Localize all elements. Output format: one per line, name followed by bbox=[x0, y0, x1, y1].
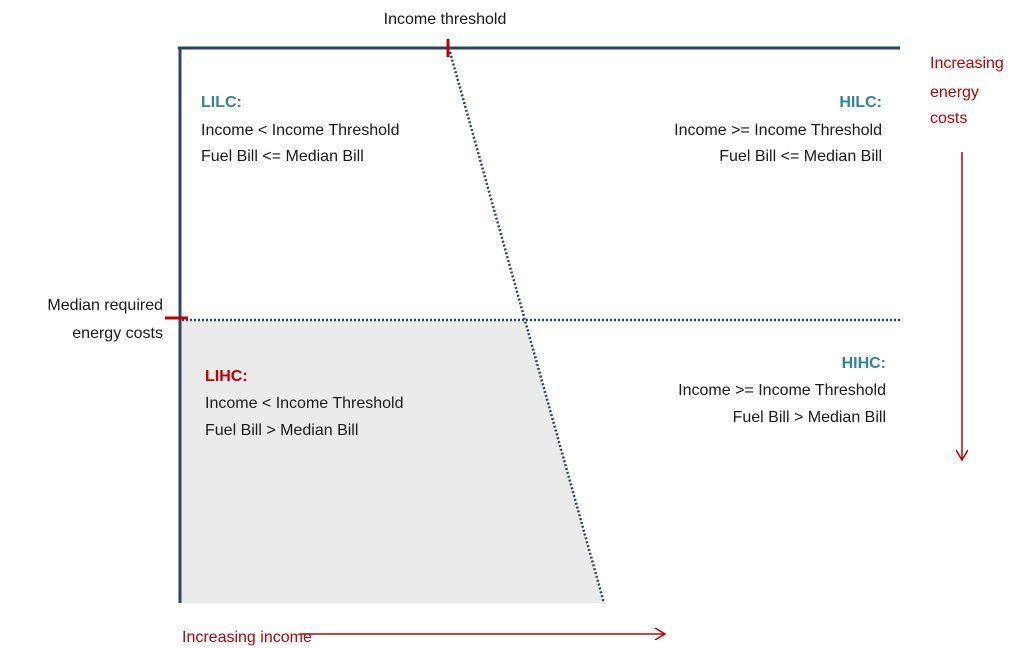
quadrant-rule: Income < Income Threshold bbox=[205, 395, 403, 412]
quadrant-title: LILC: bbox=[201, 94, 242, 111]
income-label: Increasing income bbox=[182, 629, 312, 646]
quadrant-title: HILC: bbox=[839, 94, 882, 111]
median-cost-label: energy costs bbox=[72, 325, 163, 342]
lihc-region bbox=[181, 320, 604, 603]
income-threshold-line bbox=[448, 51, 606, 604]
quadrant-rule: Fuel Bill <= Median Bill bbox=[719, 148, 882, 165]
median-cost-label: Median required bbox=[47, 297, 163, 314]
quadrant-title: HIHC: bbox=[842, 355, 886, 372]
quadrant-title: LIHC: bbox=[205, 368, 248, 385]
quadrant-rule: Fuel Bill > Median Bill bbox=[205, 422, 358, 439]
income-threshold-label: Income threshold bbox=[384, 11, 507, 28]
quadrant-rule: Income < Income Threshold bbox=[201, 122, 399, 139]
quadrant-rule: Income >= Income Threshold bbox=[674, 122, 882, 139]
quadrant-rule: Fuel Bill <= Median Bill bbox=[201, 148, 364, 165]
quadrant-rule: Fuel Bill > Median Bill bbox=[733, 409, 886, 426]
costs-label: Increasing bbox=[930, 55, 1004, 72]
costs-label: costs bbox=[930, 110, 967, 127]
quadrant-rule: Income >= Income Threshold bbox=[678, 382, 886, 399]
costs-label: energy bbox=[930, 84, 979, 101]
